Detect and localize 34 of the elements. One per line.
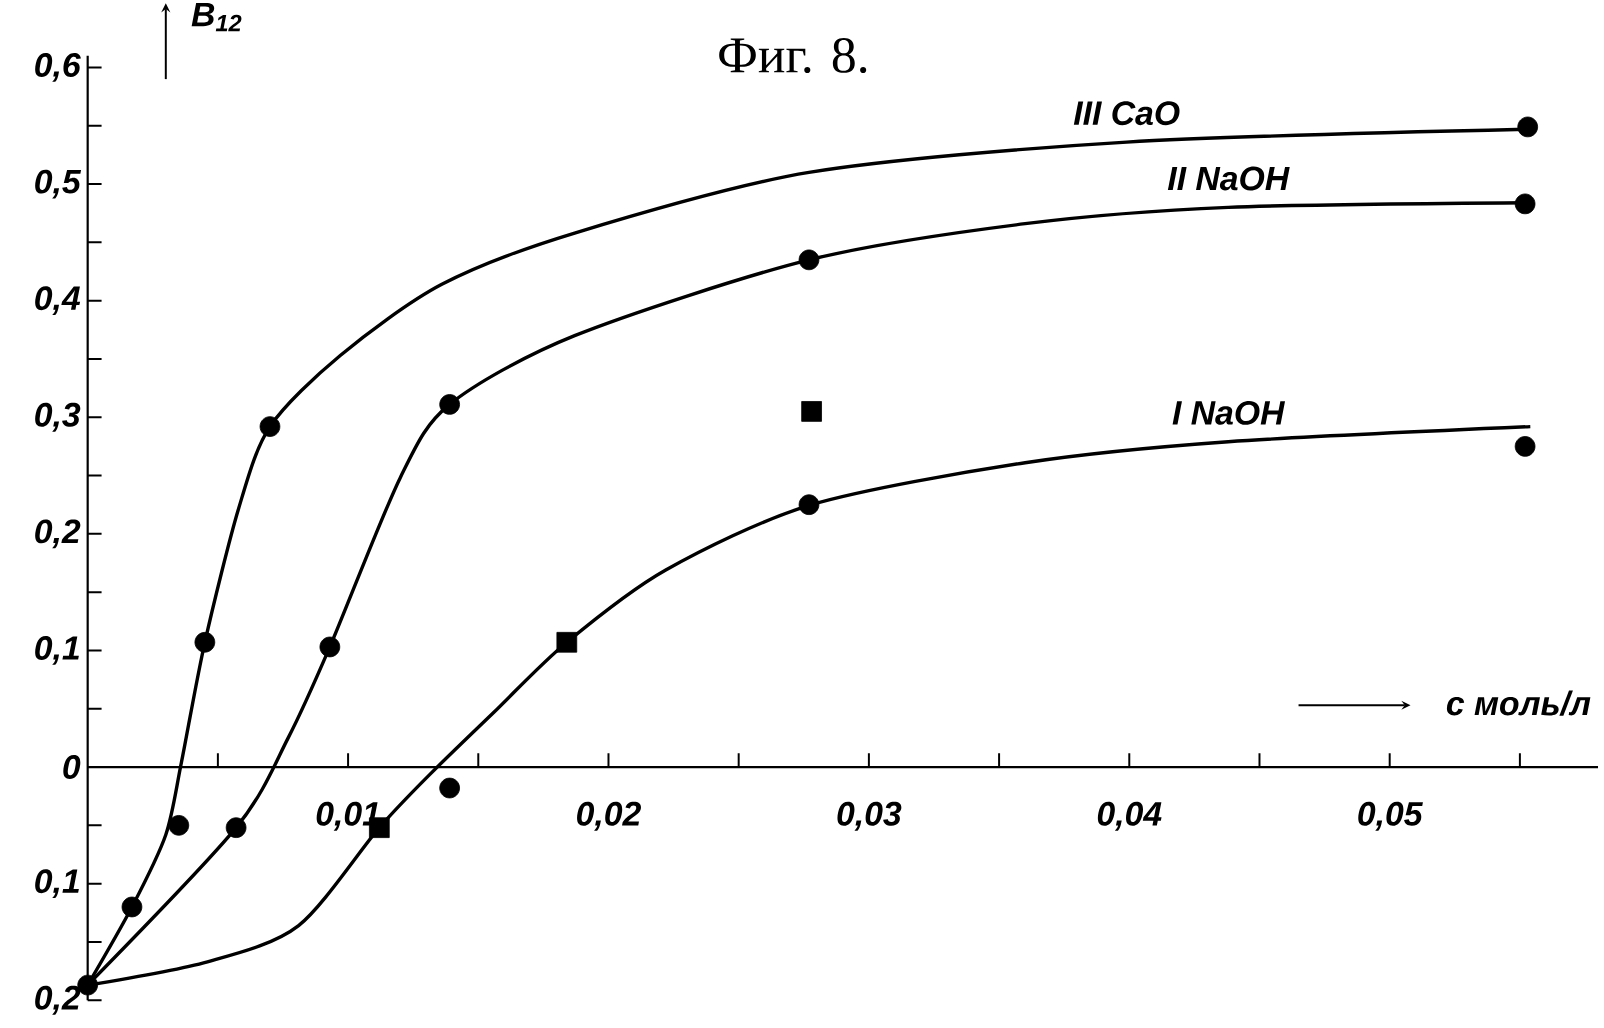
chart-title: Фиг. 8. (719, 37, 867, 73)
y-tick-label: 0,6 (35, 52, 81, 82)
y-tick-label: 0,5 (35, 169, 82, 199)
x-tick-label: 0,04 (1097, 801, 1162, 831)
point (439, 394, 460, 415)
point (259, 416, 281, 437)
y-tick-label: 0,2 (35, 985, 81, 1015)
point (798, 249, 820, 271)
series-label: II NaOH (1167, 166, 1290, 191)
point (225, 817, 247, 838)
x-tick-label: 0,05 (1358, 801, 1423, 831)
point (556, 631, 578, 653)
point (439, 777, 460, 799)
series-label: III CaO (1073, 101, 1180, 126)
y-tick-label: 0,1 (35, 869, 79, 898)
point (121, 896, 143, 918)
point (194, 631, 216, 653)
point (1517, 116, 1539, 138)
point (319, 636, 341, 658)
y-tick-label: 0 (63, 755, 81, 779)
y-tick-label: 0,3 (35, 402, 81, 432)
x-tick-label: 0,02 (577, 801, 641, 831)
point (801, 401, 822, 422)
y-tick-label: 0,1 (35, 635, 79, 665)
point (798, 494, 820, 515)
y-tick-label: 0,2 (35, 519, 81, 549)
y-axis-title: B$_{12}$ (191, 2, 242, 32)
x-tick-label: 0,03 (837, 801, 902, 831)
x-axis-title: c моль/л (1446, 690, 1591, 716)
point (168, 814, 190, 836)
y-tick-label: 0,4 (35, 286, 81, 315)
series-label: I NaOH (1172, 400, 1286, 425)
point (1514, 436, 1536, 457)
point (1514, 193, 1536, 215)
